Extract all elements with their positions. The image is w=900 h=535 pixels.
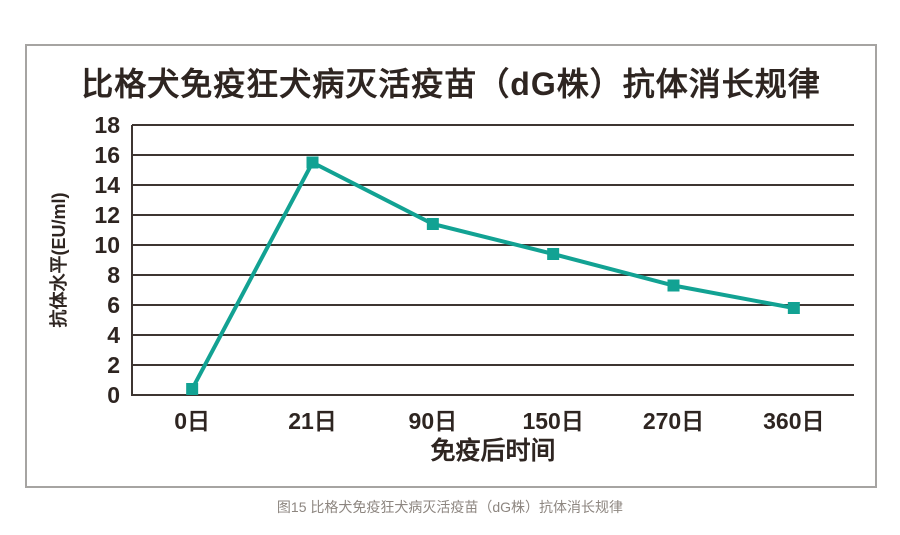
- y-axis-title: 抗体水平(EU/ml): [48, 192, 69, 327]
- x-tick-label: 0日: [174, 408, 210, 434]
- x-tick-label: 90日: [409, 408, 458, 434]
- y-tick-label: 0: [107, 382, 120, 408]
- data-line: [190, 159, 795, 390]
- line-chart-canvas: 0 2 4 6 8 10 12 14 16 18 0日 21日 90日 150日 270日 360日免疫后时间…: [48, 112, 854, 465]
- chart-title: 比格犬免疫狂犬病灭活疫苗（dG株）抗体消长规律: [81, 66, 821, 102]
- data-point-marker: [306, 156, 319, 169]
- y-tick-label: 2: [107, 352, 120, 378]
- y-tick-label: 18: [94, 112, 120, 138]
- y-tick-label: 16: [94, 142, 120, 168]
- x-tick-label: 360日: [763, 408, 824, 434]
- x-tick-label: 150日: [522, 408, 583, 434]
- y-tick-label: 10: [94, 232, 120, 258]
- x-axis-title: 免疫后时间: [430, 436, 555, 465]
- data-point-marker: [426, 218, 439, 230]
- data-point-marker: [186, 383, 199, 395]
- chart-frame: 比格犬免疫狂犬病灭活疫苗（dG株）抗体消长规律 0 2 4 6 8 10 12 14 16 18 0…: [25, 44, 877, 488]
- x-tick-label: 21日: [288, 408, 337, 434]
- y-tick-label: 12: [94, 202, 120, 228]
- y-tick-label: 4: [107, 322, 120, 348]
- data-point-marker: [787, 302, 800, 314]
- x-tick-label: 270日: [643, 408, 704, 434]
- figure-caption: 图15 比格犬免疫狂犬病灭活疫苗（dG株）抗体消长规律: [276, 499, 624, 515]
- data-point-marker: [667, 279, 680, 292]
- y-tick-label: 14: [94, 172, 120, 198]
- y-tick-label: 8: [107, 262, 120, 288]
- data-point-marker: [547, 248, 560, 260]
- y-tick-label: 6: [107, 292, 120, 318]
